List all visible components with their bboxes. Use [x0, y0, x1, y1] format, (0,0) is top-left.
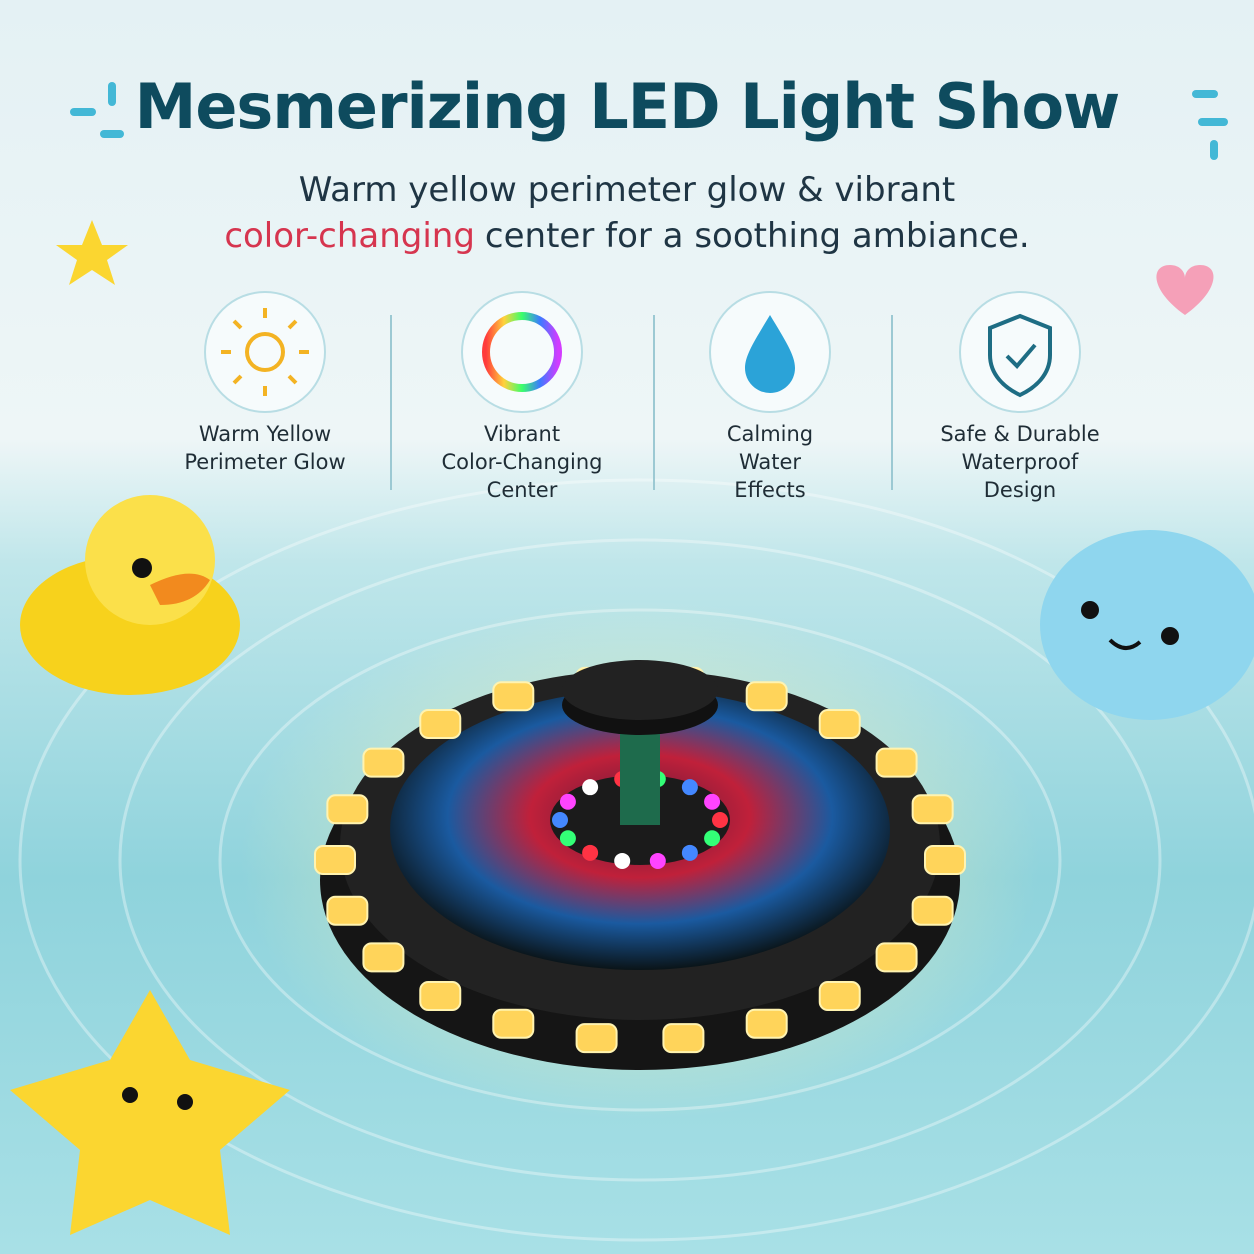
feature-label: Vibrant Color-Changing Center	[402, 420, 642, 504]
subtitle-highlight: color-changing	[224, 216, 475, 256]
feature-line: Vibrant	[483, 422, 561, 446]
led	[326, 794, 369, 825]
sun-icon	[221, 308, 309, 396]
feature-line: Color-Changing	[441, 450, 603, 474]
led	[326, 895, 369, 926]
led	[924, 845, 966, 875]
feature-line: Calming	[726, 422, 814, 446]
nozzle-plate	[562, 660, 718, 720]
center-led	[614, 852, 631, 869]
subtitle-rest: center for a soothing ambiance.	[484, 216, 1030, 256]
starfish	[10, 990, 290, 1235]
center-led	[681, 779, 698, 796]
center-led	[582, 844, 599, 861]
subtitle-line: Warm yellow perimeter glow & vibrant	[298, 170, 956, 210]
title: Mesmerizing LED Light Show	[134, 70, 1121, 143]
feature-line: Design	[983, 478, 1057, 502]
feature-line: Water	[738, 450, 802, 474]
led	[818, 981, 861, 1012]
center-led	[704, 793, 721, 810]
heart-deco	[1156, 265, 1214, 315]
led	[745, 681, 788, 712]
color-ring-icon	[482, 312, 562, 392]
led	[875, 747, 918, 778]
icon-circles	[204, 291, 1081, 413]
led	[575, 1023, 618, 1054]
drop-icon	[745, 315, 795, 393]
led	[875, 942, 918, 973]
subtitle-line: color-changing center for a soothing ambi…	[0, 216, 1254, 256]
feature-line: Warm Yellow	[198, 422, 332, 446]
dividers	[390, 315, 893, 490]
center-led	[712, 812, 728, 828]
feature-line: Waterproof	[961, 450, 1079, 474]
led	[419, 981, 462, 1012]
center-led	[582, 779, 599, 796]
center-led	[559, 830, 576, 847]
feature-line: Effects	[734, 478, 806, 502]
center-led	[559, 793, 576, 810]
feature-label: Safe & Durable Waterproof Design	[900, 420, 1140, 504]
led	[362, 747, 405, 778]
perimeter-leds	[314, 666, 966, 1054]
splash-left	[70, 82, 124, 138]
led	[362, 942, 405, 973]
led	[911, 895, 954, 926]
star-deco	[56, 220, 128, 285]
feature-line: Safe & Durable	[940, 422, 1100, 446]
feature-label: Calming Water Effects	[650, 420, 890, 504]
led	[492, 681, 535, 712]
led	[818, 708, 861, 739]
center-led	[704, 830, 721, 847]
shield-icon	[988, 313, 1052, 398]
led	[419, 708, 462, 739]
whale	[1040, 530, 1254, 720]
splash-right	[1192, 90, 1228, 160]
feature-line: Perimeter Glow	[184, 450, 346, 474]
center-led	[649, 852, 666, 869]
center-led	[681, 844, 698, 861]
led	[314, 845, 356, 875]
led	[911, 794, 954, 825]
center-led	[552, 812, 568, 828]
feature-line: Center	[486, 478, 558, 502]
led	[662, 1023, 705, 1054]
duck	[20, 495, 240, 695]
led	[745, 1008, 788, 1039]
feature-label: Warm Yellow Perimeter Glow	[145, 420, 385, 476]
led	[492, 1008, 535, 1039]
